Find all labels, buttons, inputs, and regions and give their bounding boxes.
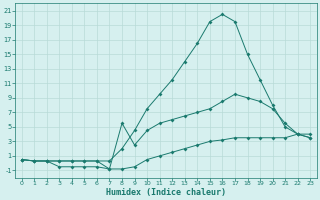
X-axis label: Humidex (Indice chaleur): Humidex (Indice chaleur) (106, 188, 226, 197)
